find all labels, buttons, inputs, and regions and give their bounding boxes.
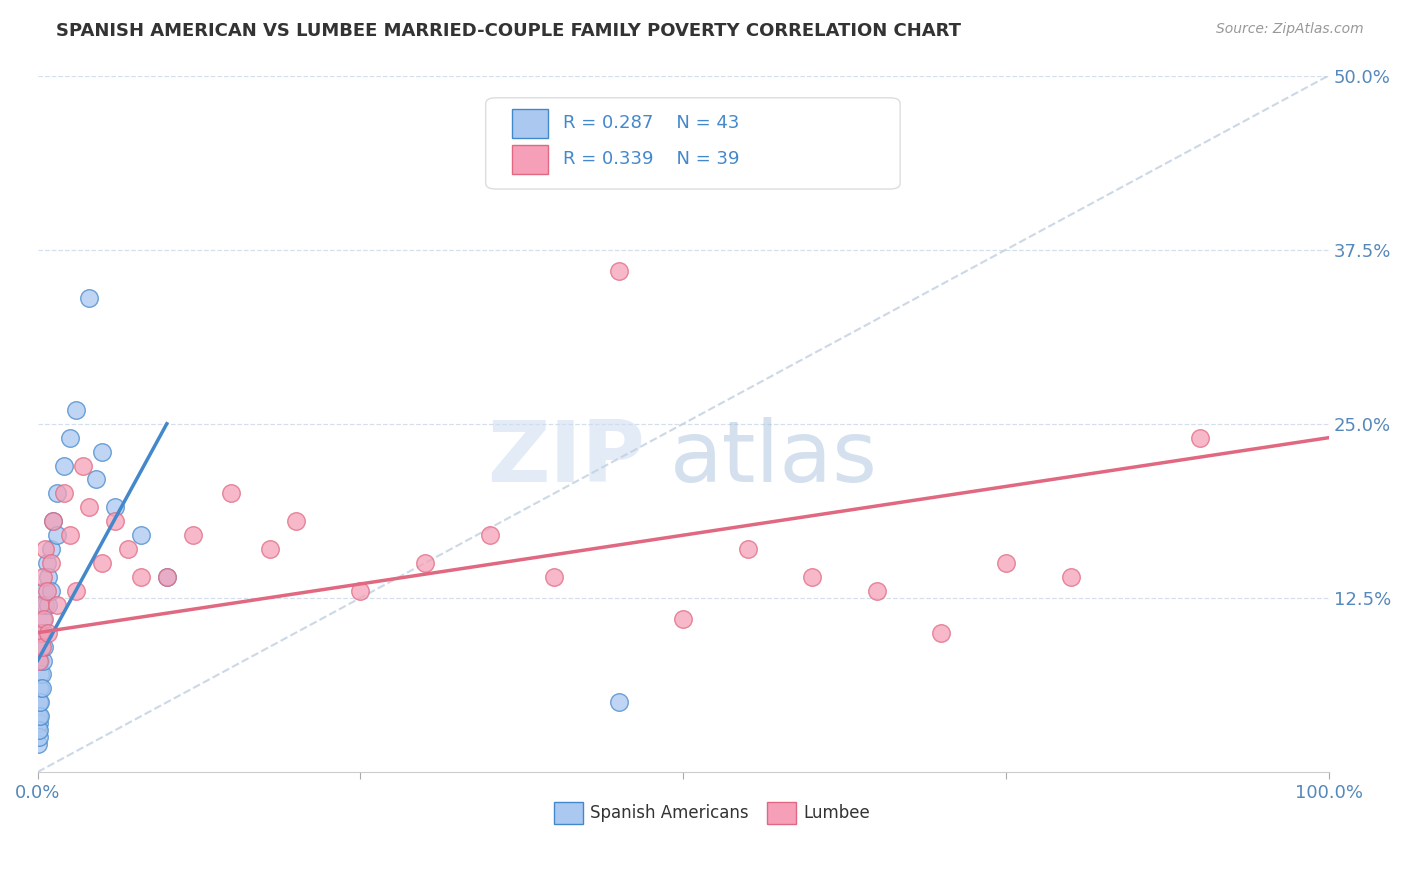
Point — [27, 723, 49, 738]
Point — [28, 667, 51, 681]
FancyBboxPatch shape — [512, 109, 548, 138]
Point — [1188, 431, 1211, 445]
Point — [156, 570, 179, 584]
Point — [737, 542, 759, 557]
Point — [866, 583, 889, 598]
Point — [46, 528, 69, 542]
Point — [91, 556, 114, 570]
FancyBboxPatch shape — [485, 98, 900, 189]
Point — [28, 681, 51, 696]
Point — [30, 640, 52, 654]
Point — [65, 402, 87, 417]
Point — [31, 640, 53, 654]
Point — [28, 695, 51, 709]
Point — [31, 612, 53, 626]
Point — [349, 583, 371, 598]
Point — [34, 542, 56, 557]
Point — [37, 625, 59, 640]
FancyBboxPatch shape — [554, 802, 582, 824]
Point — [31, 570, 53, 584]
Point — [32, 625, 55, 640]
Point — [104, 500, 127, 515]
FancyBboxPatch shape — [768, 802, 796, 824]
Point — [607, 695, 630, 709]
Point — [32, 612, 55, 626]
Point — [84, 473, 107, 487]
Point — [35, 583, 58, 598]
Point — [28, 730, 51, 744]
Point — [39, 542, 62, 557]
Point — [28, 709, 51, 723]
Point — [259, 542, 281, 557]
Point — [27, 695, 49, 709]
Point — [31, 654, 53, 668]
Point — [31, 625, 53, 640]
Point — [72, 458, 94, 473]
Text: ZIP: ZIP — [486, 417, 644, 500]
Point — [181, 528, 204, 542]
Text: R = 0.287    N = 43: R = 0.287 N = 43 — [564, 114, 740, 132]
Point — [32, 640, 55, 654]
Point — [46, 598, 69, 612]
Point — [79, 500, 101, 515]
Point — [221, 486, 243, 500]
FancyBboxPatch shape — [512, 145, 548, 174]
Point — [28, 625, 51, 640]
Point — [284, 514, 307, 528]
Text: R = 0.339    N = 39: R = 0.339 N = 39 — [564, 150, 740, 169]
Point — [59, 431, 82, 445]
Text: SPANISH AMERICAN VS LUMBEE MARRIED-COUPLE FAMILY POVERTY CORRELATION CHART: SPANISH AMERICAN VS LUMBEE MARRIED-COUPL… — [56, 22, 962, 40]
Point — [478, 528, 501, 542]
Text: Source: ZipAtlas.com: Source: ZipAtlas.com — [1216, 22, 1364, 37]
Point — [30, 654, 52, 668]
Point — [34, 598, 56, 612]
Point — [59, 528, 82, 542]
Point — [27, 737, 49, 751]
Point — [37, 598, 59, 612]
Point — [31, 667, 53, 681]
Point — [91, 444, 114, 458]
Point — [801, 570, 824, 584]
Text: Spanish Americans: Spanish Americans — [591, 804, 749, 822]
Point — [413, 556, 436, 570]
Point — [30, 681, 52, 696]
Point — [129, 528, 152, 542]
Point — [32, 583, 55, 598]
Point — [30, 598, 52, 612]
Point — [672, 612, 695, 626]
Point — [37, 570, 59, 584]
Point — [30, 695, 52, 709]
Point — [28, 716, 51, 731]
Point — [1059, 570, 1081, 584]
Point — [46, 486, 69, 500]
Point — [995, 556, 1018, 570]
Point — [52, 458, 75, 473]
Point — [39, 583, 62, 598]
Point — [543, 570, 565, 584]
Point — [931, 625, 953, 640]
Point — [607, 263, 630, 277]
Point — [117, 542, 139, 557]
Point — [28, 709, 51, 723]
Point — [42, 514, 65, 528]
Point — [52, 486, 75, 500]
Point — [79, 292, 101, 306]
Point — [129, 570, 152, 584]
Point — [156, 570, 179, 584]
Point — [39, 556, 62, 570]
Point — [28, 654, 51, 668]
Point — [28, 723, 51, 738]
Text: atlas: atlas — [671, 417, 879, 500]
Point — [42, 514, 65, 528]
Point — [27, 709, 49, 723]
Point — [65, 583, 87, 598]
Point — [104, 514, 127, 528]
Text: Lumbee: Lumbee — [803, 804, 870, 822]
Point — [35, 556, 58, 570]
Point — [31, 681, 53, 696]
